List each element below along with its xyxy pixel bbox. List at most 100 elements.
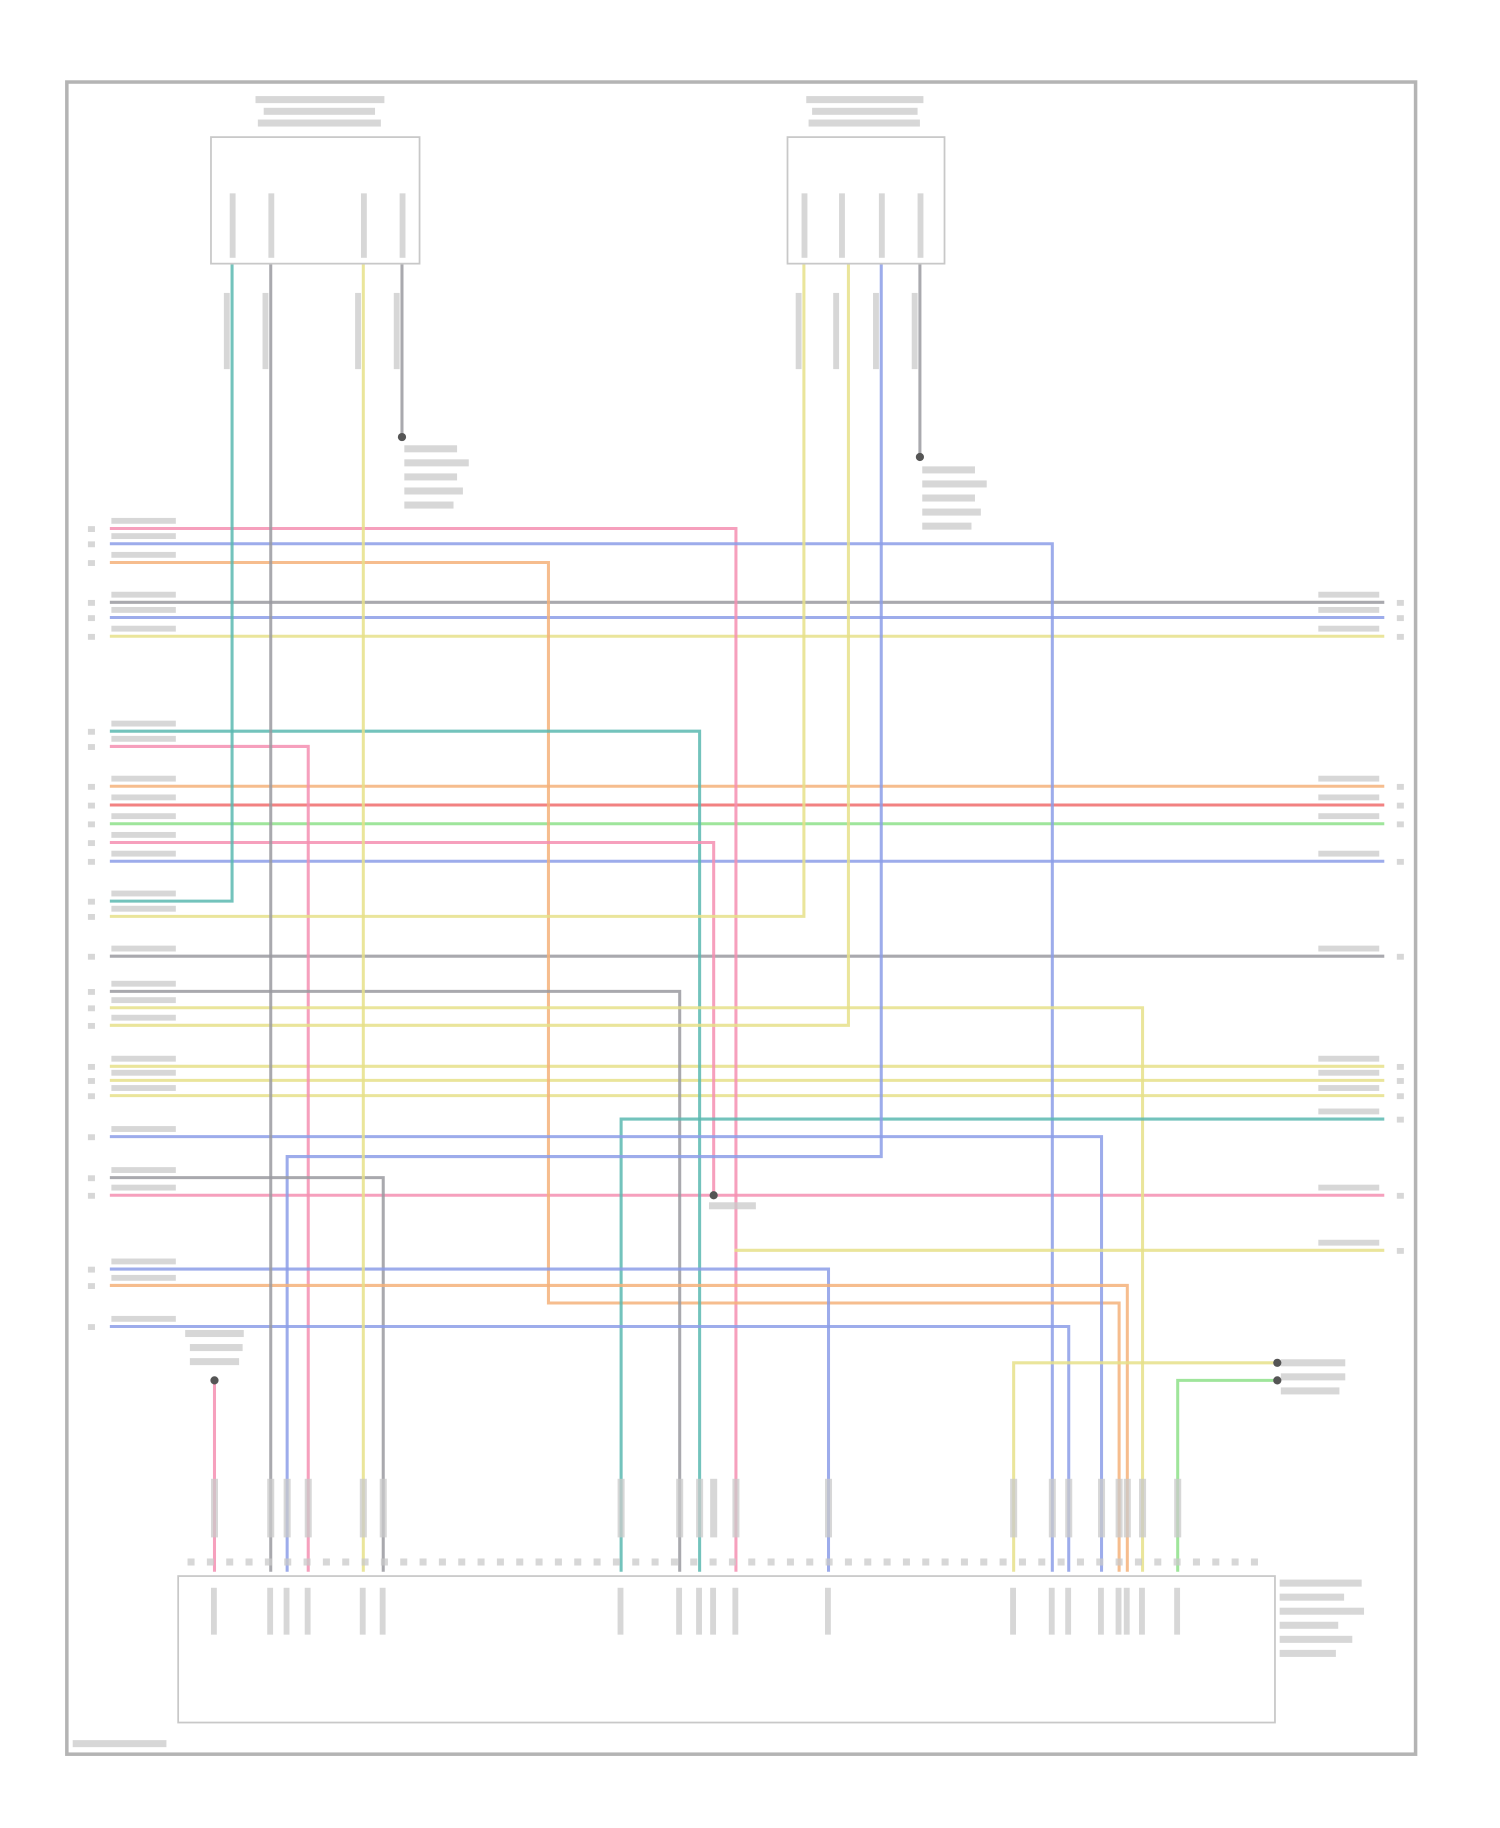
wire-label [1318,794,1380,801]
splice-dot [1273,1358,1282,1367]
wire-label [111,831,176,838]
wire-label [111,850,176,857]
pin-number [728,1558,736,1566]
wire-label [379,1478,387,1538]
terminal-label [1010,1587,1016,1635]
wire-label [359,1478,367,1538]
wire-label [111,1167,176,1173]
wire-label [111,517,176,524]
terminal-label [1065,1587,1072,1635]
pin-number [87,802,95,809]
label-placeholder [1279,1607,1365,1615]
terminal-label [1048,1587,1055,1635]
terminal-label [878,193,885,258]
terminal-label [399,193,406,258]
wire-gray [109,1176,385,1572]
pin-number [593,1558,601,1566]
wire-label [1318,945,1380,952]
terminal-label [710,1587,717,1635]
pin-number [999,1558,1007,1566]
wire-teal [109,729,702,1572]
pin-number [1396,1116,1404,1123]
terminal-label [267,1587,274,1635]
wire-label [1065,1478,1073,1538]
label-placeholder [922,522,972,530]
terminal-label [676,1587,683,1635]
pin-number [226,1558,234,1566]
wire-blue [109,1267,831,1572]
wire-label [1318,1108,1380,1115]
wire-label [710,1478,718,1538]
pin-number [1396,953,1404,960]
wire-gray [109,989,682,1572]
pin-number [87,744,95,750]
wire-blue [285,262,883,1572]
wire-blue [109,1324,1071,1572]
pin-number [496,1558,504,1566]
pin-number [1396,633,1404,640]
wire-label [111,1184,176,1191]
label-placeholder [1280,1359,1346,1367]
pin-number [87,783,95,790]
pin-number [361,1558,369,1566]
label-placeholder [189,1344,243,1352]
terminal-label [917,193,924,258]
terminal-label [696,1587,702,1635]
wire-blue [109,542,1054,1572]
wire-label [111,813,176,820]
wire-label [1115,1478,1123,1538]
label-placeholder [708,1202,756,1210]
wire-label [111,720,176,727]
label-placeholder [189,1358,240,1366]
pin-number [87,1093,95,1100]
splice-dot [397,432,407,442]
pin-number [87,526,95,532]
wire-label [833,292,840,370]
splice-dot [915,452,925,462]
pin-number [922,1558,930,1566]
pin-number [902,1558,910,1566]
pin-number [87,858,95,865]
pin-number [690,1558,698,1566]
pin-number [1212,1558,1220,1566]
terminal-label [824,1587,831,1635]
wire-label [111,890,176,897]
wire-label [223,292,230,370]
wire-label [111,1069,176,1076]
pin-number [87,633,95,640]
label-placeholder [1279,1649,1336,1657]
label-placeholder [185,1329,244,1338]
pin-number [87,1022,95,1029]
wire-label [111,794,176,801]
pin-number [1231,1558,1239,1566]
wire-pink [109,744,310,1572]
pin-number [1396,1078,1404,1084]
pin-number [1396,802,1404,809]
pin-number [322,1558,330,1566]
splice-dot [210,1376,219,1385]
pin-number [1396,1192,1404,1199]
wire-label [1098,1478,1106,1538]
pin-number [632,1558,640,1566]
splice-dot [709,1191,718,1200]
wire-label [1318,850,1380,857]
pin-number [1038,1558,1046,1566]
wire-label [911,292,918,370]
pin-number [87,898,95,905]
label-placeholder [257,119,381,127]
wire-label [1318,1069,1380,1076]
pin-number [748,1558,756,1566]
pin-number [574,1558,582,1566]
terminal-label [210,1587,217,1635]
wire-label [355,292,361,370]
pin-number [342,1558,350,1566]
label-placeholder [1279,1593,1345,1601]
pin-number [87,599,95,606]
pin-number [1396,615,1404,622]
label-placeholder [922,508,981,516]
pin-number [767,1558,775,1566]
label-placeholder [1280,1387,1340,1395]
pin-number [87,1266,95,1273]
pin-number [87,1134,95,1141]
